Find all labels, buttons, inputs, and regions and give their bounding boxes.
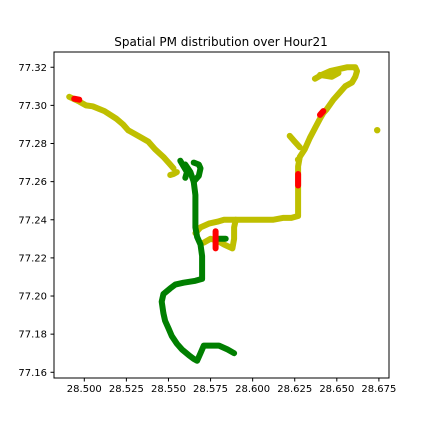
plot-frame	[53, 51, 390, 379]
x-tick-label: 28.550	[151, 384, 186, 395]
x-tick-label: 28.650	[319, 384, 354, 395]
green-track-1	[158, 161, 238, 364]
y-tick-label: 77.18	[18, 330, 47, 341]
y-tick-label: 77.26	[18, 177, 47, 188]
x-tick-label: 28.600	[235, 384, 270, 395]
green-track-2	[177, 157, 190, 181]
x-tick-label: 28.675	[361, 384, 396, 395]
y-tick-label: 77.28	[18, 139, 47, 150]
yellow-track-4	[317, 70, 342, 80]
chart-title: Spatial PM distribution over Hour21	[114, 35, 327, 49]
y-tick-label: 77.32	[18, 63, 47, 74]
red-track-3	[317, 108, 327, 118]
axes: 28.500 28.525 28.550 28.575 28.600 28.625 28.6…	[18, 51, 396, 395]
y-tick-label: 77.30	[18, 101, 47, 112]
green-track-0	[190, 159, 204, 185]
yellow-track-5	[200, 216, 239, 252]
x-tick-label: 28.525	[109, 384, 144, 395]
red-track-0	[71, 95, 83, 103]
y-tick-label: 77.16	[18, 368, 47, 379]
y-tick-label: 77.20	[18, 292, 47, 303]
y-tick-label: 77.24	[18, 215, 47, 226]
yellow-track-0	[66, 93, 177, 172]
y-tick-label: 77.22	[18, 253, 47, 264]
x-tick-label: 28.625	[277, 384, 312, 395]
yellow-point-0	[374, 127, 381, 134]
yellow-track-1	[167, 169, 180, 178]
x-tick-label: 28.500	[67, 384, 102, 395]
yellow-point-1	[294, 156, 302, 163]
yellow-track-3	[286, 132, 303, 151]
x-tick-label: 28.575	[193, 384, 228, 395]
plot-area	[66, 64, 381, 364]
